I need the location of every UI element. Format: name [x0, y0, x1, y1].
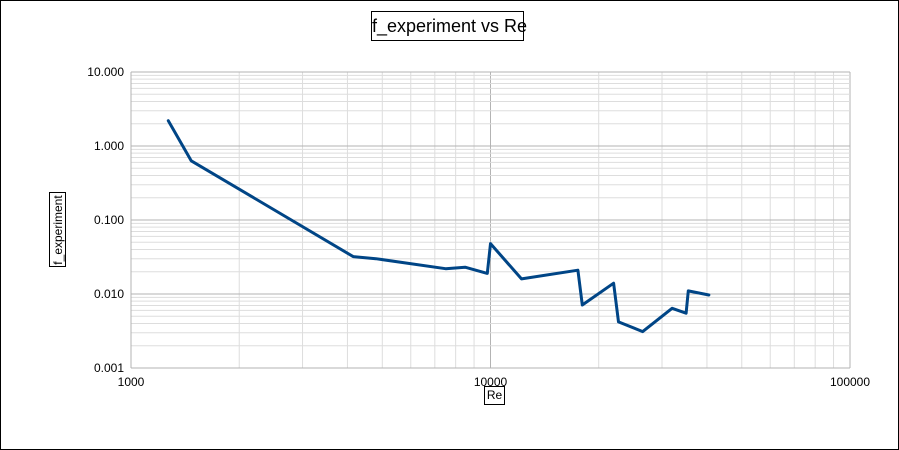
x-tick-label: 100000 [830, 375, 870, 389]
series-line [166, 119, 711, 334]
axes [130, 72, 850, 369]
y-axis-label-box: f_experiment [49, 192, 66, 267]
y-tick-label: 0.010 [94, 287, 124, 301]
x-tick-label: 10000 [474, 375, 508, 389]
x-tick-label: 1000 [118, 375, 145, 389]
x-axis-label: Re [484, 386, 505, 405]
y-tick-label: 10.000 [87, 65, 124, 79]
y-tick-label: 0.001 [94, 361, 124, 375]
y-tick-label: 1.000 [94, 139, 124, 153]
series-layer [166, 119, 711, 334]
grid-lines [130, 71, 851, 369]
chart-title: f_experiment vs Re [371, 11, 527, 41]
tick-labels: 1000 10000 100000 0.001 0.010 0.100 1.000 10.00… [87, 65, 870, 389]
y-tick-label: 0.100 [94, 213, 124, 227]
y-axis-label: f_experiment [50, 194, 65, 265]
